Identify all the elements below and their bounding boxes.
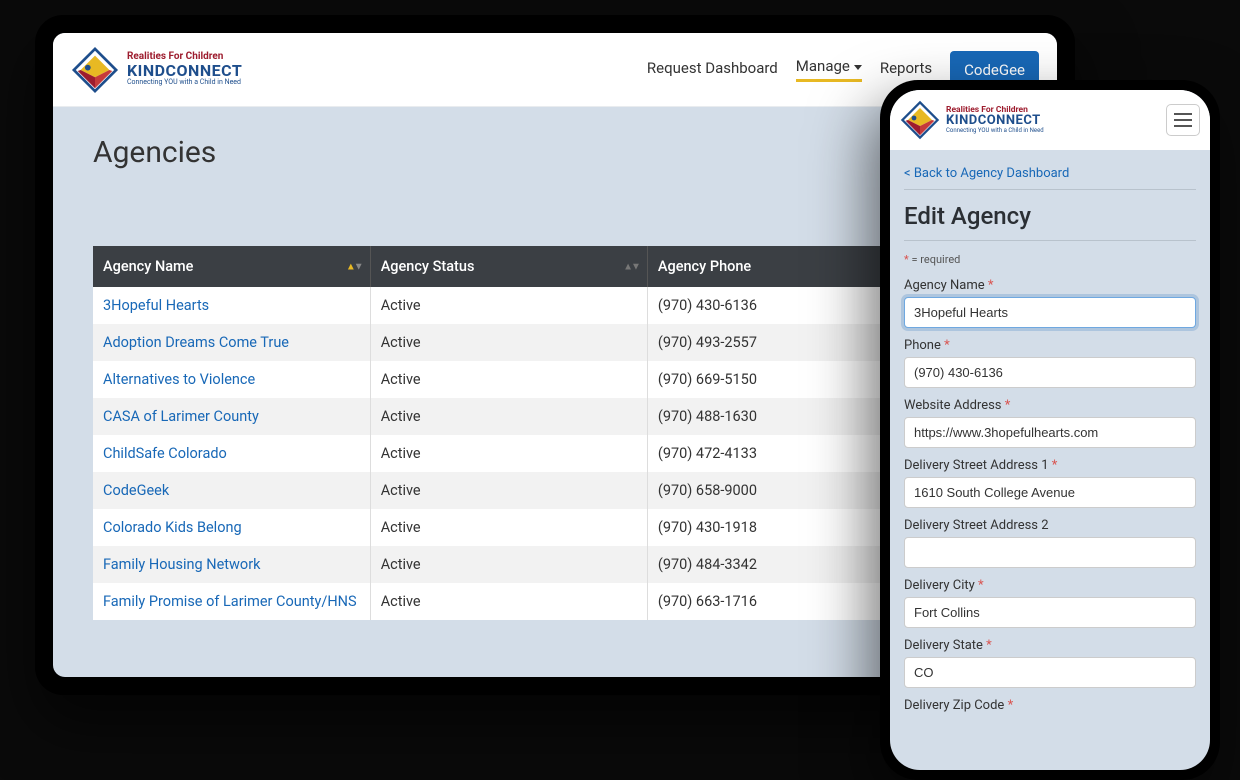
col-agency-phone-label: Agency Phone [658, 258, 751, 275]
label-phone: Phone * [904, 338, 1196, 353]
agency-name-link[interactable]: Colorado Kids Belong [103, 519, 242, 536]
nav-manage[interactable]: Manage [796, 57, 862, 82]
col-agency-status[interactable]: Agency Status ▲▼ [370, 246, 647, 287]
brand-logo[interactable]: Realities For Children KINDCONNECT Conne… [71, 46, 242, 94]
nav-reports[interactable]: Reports [880, 59, 932, 81]
input-website[interactable] [904, 417, 1196, 448]
table-row: 3Hopeful HeartsActive(970) 430-6136 [93, 287, 1017, 324]
mobile-page-title: Edit Agency [904, 202, 1196, 230]
label-agency_name: Agency Name * [904, 278, 1196, 293]
table-row: Family Housing NetworkActive(970) 484-33… [93, 546, 1017, 583]
col-agency-name[interactable]: Agency Name ▲▼ [93, 246, 370, 287]
input-agency_name[interactable] [904, 297, 1196, 328]
input-addr1[interactable] [904, 477, 1196, 508]
agency-status-cell: Active [370, 546, 647, 583]
table-row: Colorado Kids BelongActive(970) 430-1918 [93, 509, 1017, 546]
table-row: ChildSafe ColoradoActive(970) 472-4133 [93, 435, 1017, 472]
label-zip: Delivery Zip Code * [904, 698, 1196, 713]
table-row: Family Promise of Larimer County/HNS Acti… [93, 583, 1017, 620]
brand-line3: Connecting YOU with a Child in Need [127, 79, 242, 86]
chevron-down-icon [854, 65, 862, 70]
agency-status-cell: Active [370, 398, 647, 435]
agency-name-link[interactable]: CASA of Larimer County [103, 408, 259, 425]
col-agency-status-label: Agency Status [381, 258, 475, 275]
mobile-device-frame: Realities For Children KINDCONNECT Conne… [880, 80, 1220, 780]
logo-text: Realities For Children KINDCONNECT Conne… [127, 52, 242, 87]
brand-line3: Connecting YOU with a Child in Need [946, 128, 1044, 134]
form-group-zip: Delivery Zip Code * [904, 698, 1196, 713]
logo-icon [900, 100, 940, 140]
required-note-text: = required [911, 253, 960, 266]
mobile-screen: Realities For Children KINDCONNECT Conne… [890, 90, 1210, 770]
table-row: Alternatives to ViolenceActive(970) 669-… [93, 361, 1017, 398]
label-city: Delivery City * [904, 578, 1196, 593]
agency-status-cell: Active [370, 583, 647, 620]
form-group-city: Delivery City * [904, 578, 1196, 628]
agency-name-link[interactable]: ChildSafe Colorado [103, 445, 227, 462]
table-row: Adoption Dreams Come TrueActive(970) 493… [93, 324, 1017, 361]
agency-status-cell: Active [370, 287, 647, 324]
agency-name-link[interactable]: Adoption Dreams Come True [103, 334, 289, 351]
form-group-addr1: Delivery Street Address 1 * [904, 458, 1196, 508]
sort-icon: ▲▼ [623, 261, 639, 272]
page-header: Agencies Ne [93, 135, 1017, 170]
sort-icon: ▲▼ [346, 261, 362, 272]
label-addr1: Delivery Street Address 1 * [904, 458, 1196, 473]
mobile-page-body: < Back to Agency Dashboard Edit Agency *… [890, 150, 1210, 770]
table-length-control: Show 10 [93, 212, 1017, 236]
agency-name-link[interactable]: 3Hopeful Hearts [103, 297, 209, 314]
nav-manage-label: Manage [796, 57, 850, 75]
required-note: * = required [904, 253, 1196, 266]
mobile-navbar: Realities For Children KINDCONNECT Conne… [890, 90, 1210, 150]
form-group-state: Delivery State * [904, 638, 1196, 688]
label-website: Website Address * [904, 398, 1196, 413]
agency-name-link[interactable]: CodeGeek [103, 482, 169, 499]
agency-name-link[interactable]: Family Housing Network [103, 556, 260, 573]
logo-text: Realities For Children KINDCONNECT Conne… [946, 106, 1044, 135]
form-group-addr2: Delivery Street Address 2 [904, 518, 1196, 568]
col-agency-name-label: Agency Name [103, 258, 193, 275]
page-title: Agencies [93, 135, 970, 170]
table-row: CodeGeekActive(970) 658-9000 [93, 472, 1017, 509]
divider [904, 240, 1196, 241]
mobile-brand-logo[interactable]: Realities For Children KINDCONNECT Conne… [900, 100, 1044, 140]
label-addr2: Delivery Street Address 2 [904, 518, 1196, 533]
back-link[interactable]: < Back to Agency Dashboard [904, 166, 1069, 181]
input-addr2[interactable] [904, 537, 1196, 568]
agency-name-link[interactable]: Alternatives to Violence [103, 371, 255, 388]
logo-icon [71, 46, 119, 94]
input-city[interactable] [904, 597, 1196, 628]
input-phone[interactable] [904, 357, 1196, 388]
agency-status-cell: Active [370, 472, 647, 509]
agency-name-link[interactable]: Family Promise of Larimer County/HNS [103, 593, 357, 610]
agencies-table: Agency Name ▲▼ Agency Status ▲▼ Agency P… [93, 246, 1017, 620]
brand-line2: KINDCONNECT [127, 63, 242, 80]
agency-status-cell: Active [370, 324, 647, 361]
hamburger-menu-button[interactable] [1166, 104, 1200, 136]
divider [904, 189, 1196, 190]
form-group-agency_name: Agency Name * [904, 278, 1196, 328]
input-state[interactable] [904, 657, 1196, 688]
agency-status-cell: Active [370, 509, 647, 546]
agency-status-cell: Active [370, 361, 647, 398]
form-group-website: Website Address * [904, 398, 1196, 448]
form-group-phone: Phone * [904, 338, 1196, 388]
nav-request-dashboard[interactable]: Request Dashboard [647, 59, 778, 81]
label-state: Delivery State * [904, 638, 1196, 653]
agency-status-cell: Active [370, 435, 647, 472]
table-row: CASA of Larimer CountyActive(970) 488-16… [93, 398, 1017, 435]
brand-line2: KINDCONNECT [946, 114, 1044, 128]
